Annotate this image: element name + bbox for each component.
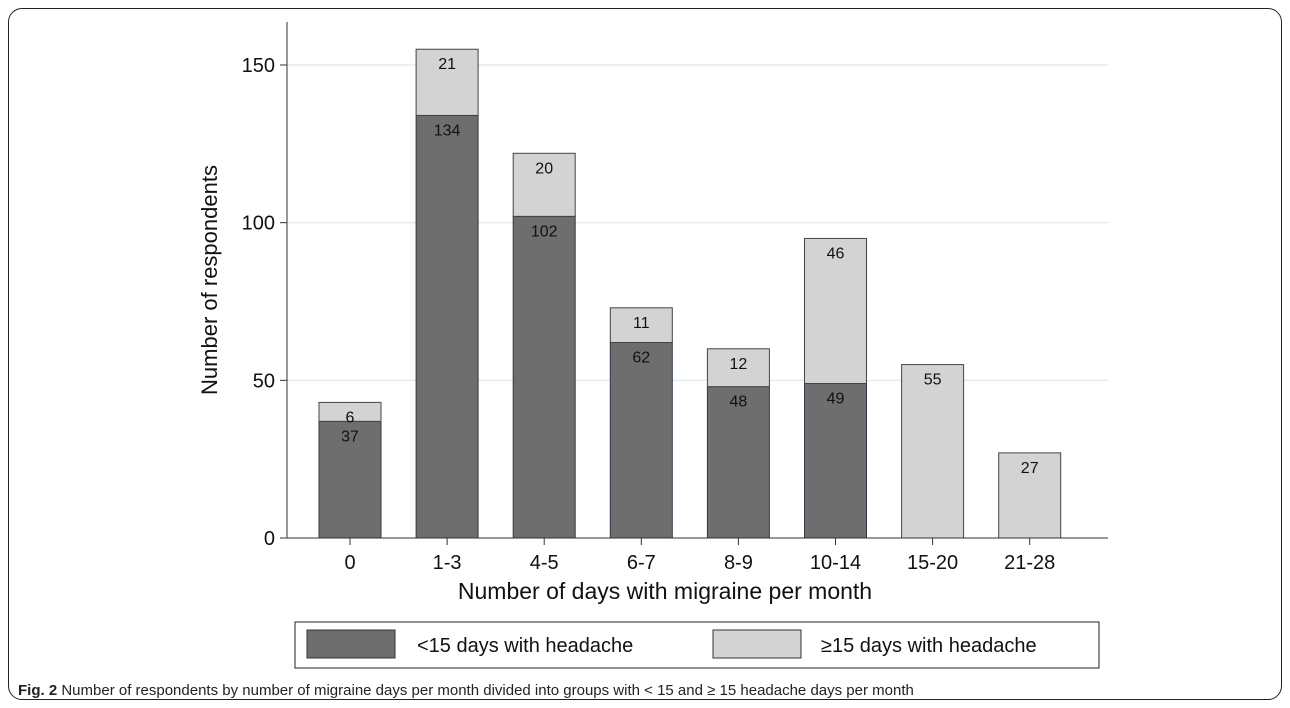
bar-label-0-series0: 37: [341, 428, 359, 445]
legend-label-under-15: <15 days with headache: [417, 635, 633, 657]
bar-8-9-series1: [706, 348, 770, 388]
bars: [318, 48, 1062, 539]
bar-4-5-series1: [512, 152, 576, 217]
bar-label-21-28-series1: 27: [1021, 460, 1039, 477]
bar-label-8-9-series1: 12: [730, 356, 748, 373]
bar-label-15-20-series1: 55: [924, 372, 942, 389]
bar-label-1-3-series1: 21: [438, 56, 456, 73]
bar-21-28-series1: [998, 452, 1062, 539]
legend-box: [294, 621, 1100, 669]
bar-4-5-series0: [512, 215, 576, 539]
bar-1-3-series0: [415, 114, 479, 539]
legend-swatch-under-15: [306, 629, 396, 659]
bar-6-7-series0: [609, 341, 673, 539]
bar-label-8-9-series0: 48: [730, 394, 748, 411]
bar-label-0-series1: 6: [346, 409, 355, 426]
figure-caption: Fig. 2 Number of respondents by number o…: [18, 682, 914, 699]
bar-10-14-series0: [804, 382, 867, 539]
bar-0-series1: [318, 401, 382, 422]
gridlines: [287, 64, 1108, 382]
bar-label-4-5-series1: 20: [535, 160, 553, 177]
bar-6-7-series1: [609, 307, 673, 343]
bar-label-6-7-series0: 62: [632, 349, 650, 366]
x-tick-label-0: 0: [344, 552, 355, 574]
bar-value-labels: 37 6 134 21 102 20 62 11 48 12 49 46 55 27: [341, 56, 1039, 477]
bar-label-1-3-series0: 134: [434, 122, 461, 139]
bar-15-20-series1: [901, 364, 965, 539]
x-tick-label-10-14: 10-14: [810, 552, 861, 574]
caption-label: Fig. 2: [18, 682, 58, 699]
axes: 0 50 100 150 0 1-3 4-5 6-7 8-9 10-14 15-20 21-28: [242, 22, 1108, 574]
legend-swatch-15-plus: [712, 629, 802, 659]
x-tick-label-8-9: 8-9: [724, 552, 753, 574]
bar-8-9-series0: [706, 386, 770, 539]
bar-label-6-7-series1: 11: [633, 315, 650, 332]
x-tick-label-1-3: 1-3: [433, 552, 462, 574]
x-tick-label-6-7: 6-7: [627, 552, 656, 574]
caption-text: Number of respondents by number of migra…: [61, 682, 914, 699]
bar-label-4-5-series0: 102: [531, 223, 558, 240]
bar-label-10-14-series0: 49: [827, 390, 845, 407]
legend: <15 days with headache ≥15 days with hea…: [294, 621, 1100, 669]
bar-10-14-series1: [804, 237, 867, 384]
y-tick-label-0: 0: [264, 528, 275, 550]
y-tick-label-150: 150: [242, 55, 275, 77]
x-axis-label: Number of days with migraine per month: [458, 578, 872, 604]
y-tick-label-100: 100: [242, 213, 275, 235]
x-tick-label-21-28: 21-28: [1004, 552, 1055, 574]
y-axis-label: Number of respondents: [197, 165, 222, 395]
x-tick-label-15-20: 15-20: [907, 552, 958, 574]
bar-label-10-14-series1: 46: [827, 245, 845, 262]
bar-1-3-series1: [415, 48, 479, 116]
legend-label-15-plus: ≥15 days with headache: [821, 635, 1037, 657]
y-tick-label-50: 50: [253, 370, 275, 392]
x-tick-label-4-5: 4-5: [530, 552, 559, 574]
